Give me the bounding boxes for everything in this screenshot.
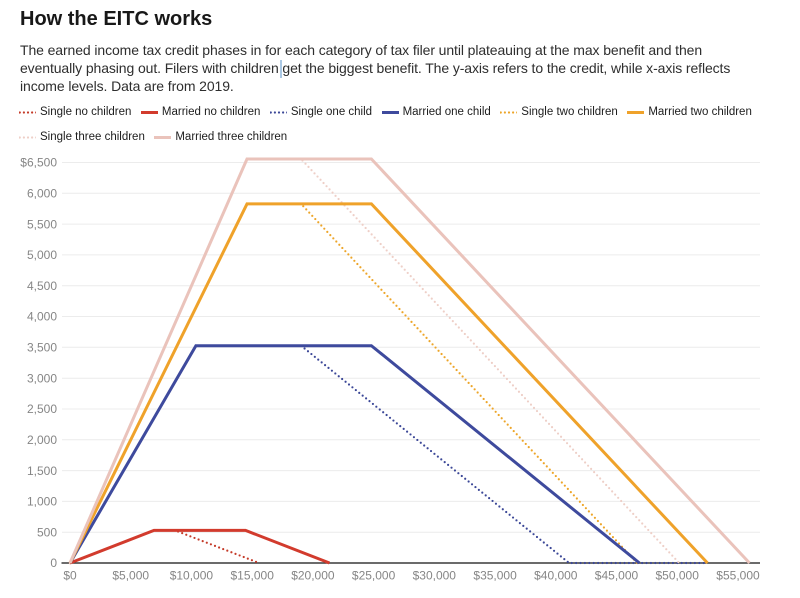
svg-text:2,000: 2,000	[27, 433, 57, 447]
svg-text:$0: $0	[63, 569, 77, 583]
svg-text:2,500: 2,500	[27, 402, 57, 416]
svg-text:$45,000: $45,000	[595, 569, 639, 583]
svg-text:4,000: 4,000	[27, 310, 57, 324]
svg-text:$30,000: $30,000	[413, 569, 457, 583]
svg-text:$35,000: $35,000	[473, 569, 517, 583]
svg-text:3,000: 3,000	[27, 371, 57, 385]
svg-text:1,000: 1,000	[27, 495, 57, 509]
svg-text:0: 0	[50, 556, 57, 570]
svg-text:$10,000: $10,000	[170, 569, 214, 583]
svg-text:3,500: 3,500	[27, 341, 57, 355]
svg-text:6,000: 6,000	[27, 187, 57, 201]
svg-text:4,500: 4,500	[27, 279, 57, 293]
svg-text:$5,000: $5,000	[112, 569, 149, 583]
svg-text:5,000: 5,000	[27, 248, 57, 262]
svg-text:1,500: 1,500	[27, 464, 57, 478]
svg-text:$40,000: $40,000	[534, 569, 578, 583]
svg-text:$20,000: $20,000	[291, 569, 335, 583]
svg-text:$15,000: $15,000	[231, 569, 275, 583]
svg-text:$6,500: $6,500	[20, 156, 57, 170]
svg-text:$55,000: $55,000	[716, 569, 760, 583]
svg-text:5,500: 5,500	[27, 217, 57, 231]
svg-text:$50,000: $50,000	[656, 569, 700, 583]
svg-text:$25,000: $25,000	[352, 569, 396, 583]
svg-text:500: 500	[37, 525, 57, 539]
